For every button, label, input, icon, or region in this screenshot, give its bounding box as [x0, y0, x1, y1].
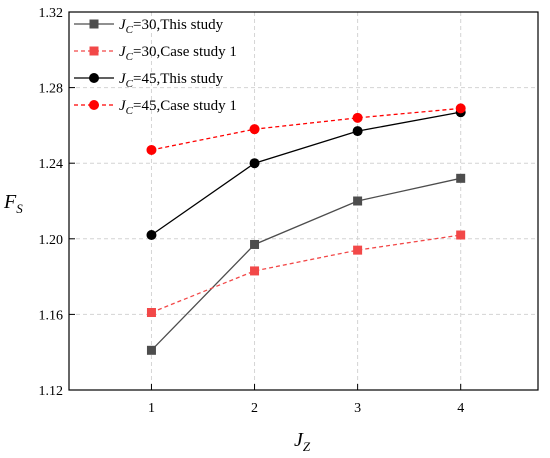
ticks: 1 2 3 4 1.12 1.16 1.20 1.24 1.28 1.32 — [39, 6, 465, 416]
data-point — [249, 124, 260, 135]
legend-label-main: J — [119, 17, 127, 33]
x-tick-label: 1 — [148, 401, 155, 416]
legend-label: JC=45,Case study 1 — [119, 98, 237, 117]
legend-marker — [89, 19, 99, 29]
legend-entry: JC=45,This study — [74, 71, 224, 90]
data-point — [456, 173, 466, 183]
data-point — [146, 345, 156, 355]
legend-entry: JC=30,Case study 1 — [74, 44, 237, 63]
legend-label-main: J — [119, 98, 127, 114]
series-3 — [146, 107, 466, 241]
data-point — [353, 245, 363, 255]
series-line — [151, 111, 461, 236]
legend-label-sub: C — [126, 78, 134, 90]
y-axis-label: FS — [3, 191, 23, 216]
y-axis-label-main: F — [3, 191, 17, 213]
legend-label-sub: C — [126, 51, 134, 63]
series-1 — [146, 173, 466, 355]
data-point — [146, 308, 156, 318]
legend-label-sub: C — [126, 24, 134, 36]
series-line — [151, 234, 461, 314]
data-point — [250, 239, 260, 249]
legend-label-rest: =45,This study — [133, 71, 224, 87]
legend-entry: JC=45,Case study 1 — [74, 98, 237, 117]
y-tick-label: 1.32 — [39, 6, 64, 21]
legend-label-main: J — [119, 44, 127, 60]
x-tick-label: 2 — [251, 401, 258, 416]
series-4 — [146, 103, 466, 155]
legend-label: JC=30,This study — [119, 17, 224, 36]
y-tick-label: 1.16 — [39, 308, 64, 323]
x-axis-label: JZ — [294, 429, 311, 454]
y-tick-label: 1.12 — [39, 384, 64, 399]
legend-entry: JC=30,This study — [74, 17, 224, 36]
y-axis-label-sub: S — [16, 201, 23, 216]
legend-label-main: J — [119, 71, 127, 87]
plot-frame — [68, 11, 539, 391]
legend-label: JC=45,This study — [119, 71, 224, 90]
data-point — [352, 112, 363, 123]
x-tick-label: 3 — [354, 401, 361, 416]
y-tick-label: 1.20 — [39, 233, 64, 248]
data-point — [146, 144, 157, 155]
legend-label: JC=30,Case study 1 — [119, 44, 237, 63]
legend-label-rest: =30,This study — [133, 17, 224, 33]
x-axis-label-main: J — [294, 429, 304, 451]
data-point — [455, 103, 466, 114]
legend-marker — [89, 73, 99, 83]
x-axis-label-sub: Z — [303, 439, 311, 454]
data-point — [353, 196, 363, 206]
legend-label-rest: =45,Case study 1 — [133, 98, 237, 114]
data-point — [352, 126, 363, 137]
y-tick-label: 1.28 — [39, 82, 64, 97]
legend-label-rest: =30,Case study 1 — [133, 44, 237, 60]
legend-marker — [89, 46, 99, 56]
data-point — [249, 158, 260, 169]
series-layer — [146, 103, 466, 355]
y-tick-label: 1.24 — [39, 157, 64, 172]
series-line — [151, 107, 461, 151]
data-point — [250, 266, 260, 276]
series-2 — [146, 230, 466, 318]
data-point — [456, 230, 466, 240]
series-line — [150, 177, 461, 351]
x-tick-label: 4 — [457, 401, 464, 416]
legend-marker — [89, 100, 99, 110]
grid — [69, 12, 538, 390]
legend-label-sub: C — [126, 105, 134, 117]
data-point — [146, 230, 157, 241]
